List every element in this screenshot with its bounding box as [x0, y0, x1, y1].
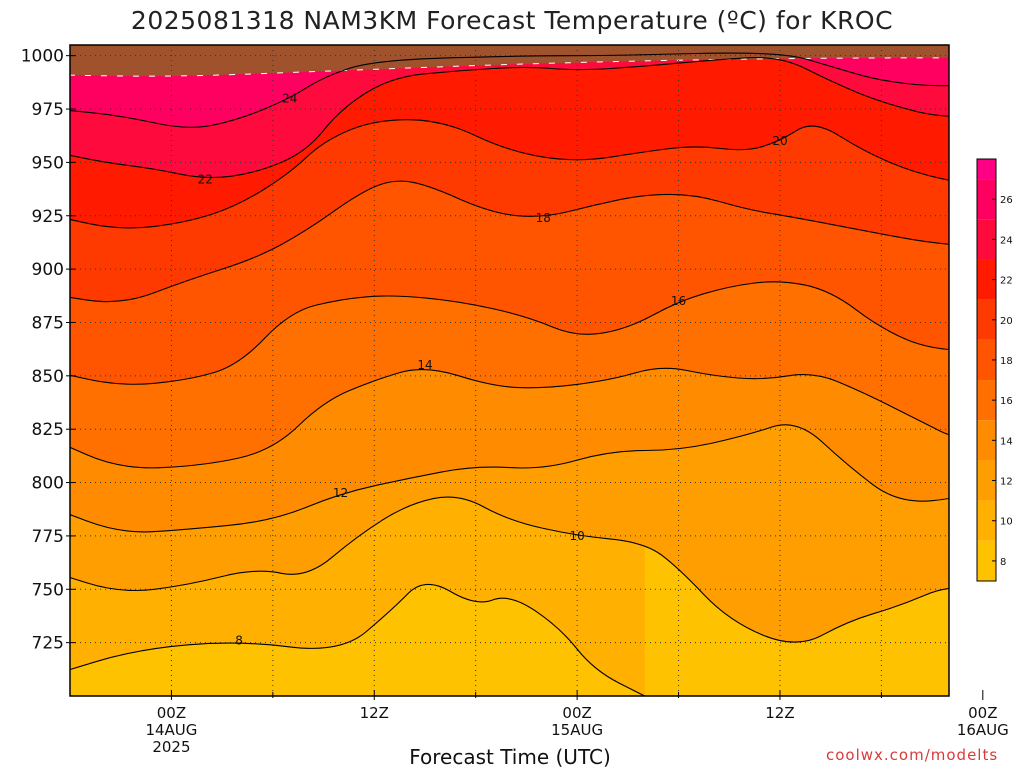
colorbar-band-10 — [977, 159, 996, 180]
x-tick-label-24-1: 15AUG — [551, 721, 603, 739]
x-axis-label: Forecast Time (UTC) — [409, 745, 611, 769]
grid-lines — [70, 45, 949, 696]
colorbar-label-20: 20 — [1000, 316, 1013, 327]
plot-frame — [69, 44, 950, 697]
y-tick-label-775: 775 — [32, 527, 64, 547]
chart-title: 2025081318 NAM3KM Forecast Temperature (… — [130, 6, 894, 35]
contour-line-10 — [70, 496, 949, 643]
y-tick-label-725: 725 — [32, 634, 64, 654]
contour-label-24: 24 — [282, 91, 297, 105]
x-tick-label-36-0: 12Z — [765, 704, 794, 722]
x-tick-label-48-1: 16AUG — [957, 721, 1009, 739]
contour-line-16 — [70, 281, 949, 385]
y-tick-label-850: 850 — [32, 367, 64, 387]
credit-text: coolwx.com/modelts — [826, 746, 999, 764]
colorbar-label-26: 26 — [1000, 195, 1013, 206]
colorbar: 8 10 12 14 16 18 20 22 24 26 — [976, 158, 1013, 582]
colorbar-band-7 — [977, 259, 996, 300]
contour-fills — [70, 45, 949, 696]
colorbar-label-24: 24 — [1000, 235, 1013, 246]
colorbar-band-5 — [977, 339, 996, 381]
x-tick-label-12-0: 12Z — [360, 704, 389, 722]
contour-labels: 8 10 12 14 16 18 20 22 24 — [198, 91, 788, 647]
colorbar-label-22: 22 — [1000, 276, 1013, 287]
colorbar-band-9 — [977, 179, 996, 220]
y-tick-label-1000: 1000 — [21, 47, 64, 67]
y-tick-label-900: 900 — [32, 260, 64, 280]
colorbar-frame — [976, 158, 997, 582]
colorbar-band-4 — [977, 380, 996, 421]
contour-line-20 — [70, 119, 949, 229]
contour-label-22: 22 — [198, 172, 213, 186]
contour-label-12: 12 — [333, 486, 348, 500]
contour-label-16: 16 — [671, 294, 686, 308]
contour-line-12 — [70, 424, 949, 533]
y-tick-label-750: 750 — [32, 580, 64, 600]
contour-label-14: 14 — [417, 358, 432, 372]
colorbar-band-1 — [977, 500, 996, 541]
contour-label-20: 20 — [772, 134, 787, 148]
colorbar-label-14: 14 — [1000, 436, 1013, 447]
colorbar-label-12: 12 — [1000, 477, 1013, 488]
contour-lines — [70, 52, 949, 696]
contour-label-10: 10 — [569, 529, 584, 543]
y-tick-label-975: 975 — [32, 100, 64, 120]
colorbar-band-2 — [977, 460, 996, 501]
colorbar-band-6 — [977, 299, 996, 340]
contour-label-8: 8 — [235, 634, 243, 648]
x-tick-label-24-0: 00Z — [562, 704, 591, 722]
colorbar-band-8 — [977, 219, 996, 260]
contour-line-22 — [70, 56, 949, 179]
colorbar-band-0 — [977, 540, 996, 581]
colorbar-label-8: 8 — [1000, 557, 1006, 568]
y-axis: 725 750 775 800 825 850 875 900 925 950 975 1000 — [21, 47, 76, 654]
contour-line-14 — [70, 367, 949, 469]
x-tick-label-48-0: 00Z — [968, 704, 997, 722]
contour-line-24 — [70, 52, 949, 128]
contour-line-8 — [70, 583, 645, 696]
y-tick-label-875: 875 — [32, 313, 64, 333]
colorbar-band-3 — [977, 420, 996, 461]
colorbar-label-16: 16 — [1000, 396, 1013, 407]
contour-line-18 — [70, 180, 949, 303]
y-tick-label-925: 925 — [32, 207, 64, 227]
x-tick-label-0-2: 2025 — [152, 738, 190, 756]
x-tick-label-0-1: 14AUG — [145, 721, 197, 739]
contour-label-18: 18 — [536, 211, 551, 225]
colorbar-label-10: 10 — [1000, 517, 1013, 528]
colorbar-label-18: 18 — [1000, 356, 1013, 367]
x-tick-label-0-0: 00Z — [157, 704, 186, 722]
y-tick-label-950: 950 — [32, 153, 64, 173]
y-tick-label-825: 825 — [32, 420, 64, 440]
y-tick-label-800: 800 — [32, 474, 64, 494]
